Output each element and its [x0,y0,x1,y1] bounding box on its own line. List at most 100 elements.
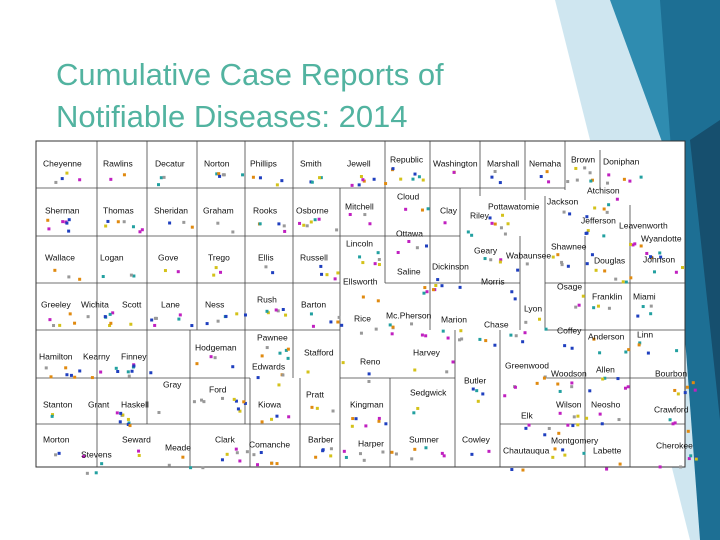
case-dot [65,171,69,175]
case-dot [523,331,527,335]
case-dot [314,455,318,459]
case-dot [137,453,141,457]
case-dot [85,471,89,475]
case-dot [189,466,193,470]
county-label: Leavenworth [619,220,668,230]
case-dot [592,337,596,341]
case-dot [103,315,107,319]
case-dot [342,449,346,453]
case-dot [376,251,380,255]
case-dot [592,306,596,310]
county-label: Montgomery [551,435,599,445]
case-dot [162,175,166,179]
case-dot [53,268,57,272]
county-label: Doniphan [603,156,640,166]
case-dot [493,343,497,347]
case-dot [590,178,594,182]
case-dot [270,461,274,465]
case-dot [413,172,417,176]
case-dot [121,413,125,417]
case-dot [256,376,260,380]
case-dot [243,313,247,317]
case-dot [109,321,113,325]
case-dot [176,270,180,274]
case-dot [361,178,365,182]
case-dot [190,324,194,328]
case-dot [222,173,226,177]
county-label: Morton [43,434,70,444]
case-dot [367,379,371,383]
slide-title: Cumulative Case Reports of Notifiable Di… [56,57,444,134]
case-dot [553,447,557,451]
case-dot [585,416,589,420]
case-dot [127,374,131,378]
case-dot [498,260,502,264]
case-dot [214,266,218,270]
county-label: Lane [161,299,180,309]
case-dot [350,424,354,428]
county-label: Hodgeman [195,342,237,352]
case-dot [363,213,367,217]
case-dot [284,313,288,317]
county-label: Wichita [81,299,109,309]
county-label: Neosho [591,399,621,409]
case-dot [258,176,262,180]
case-dot [64,366,68,370]
case-dot [551,255,555,259]
case-dot [216,319,220,323]
county-label: Morris [481,276,505,286]
case-dot [243,401,247,405]
case-dot [234,447,238,451]
case-dot [321,449,325,453]
case-dot [521,340,525,344]
case-dot [181,455,185,459]
case-dot [260,354,264,358]
case-dot [280,179,284,183]
case-dot [425,290,429,294]
case-dot [126,422,130,426]
case-dot [119,411,123,415]
county-label: Edwards [252,361,285,371]
case-dot [557,431,561,435]
case-dot [344,455,348,459]
case-dot [277,383,281,387]
case-dot [513,297,517,301]
case-dot [499,258,503,262]
case-dot [106,219,110,223]
case-dot [283,229,287,233]
case-dot [606,181,610,185]
county-label: Meade [165,442,191,452]
county-label: Logan [100,252,124,262]
case-dot [598,351,602,355]
case-dot [493,170,497,174]
case-dot [633,242,637,246]
case-dot [302,223,306,227]
county-label: Lyon [524,303,542,313]
case-dot [416,406,420,410]
case-dot [615,197,619,201]
case-dot [111,311,115,315]
case-dot [679,465,683,469]
county-label: Harvey [413,347,441,357]
case-dot [445,370,449,374]
case-dot [421,178,425,182]
case-dot [67,218,71,222]
case-dot [167,463,171,467]
case-dot [442,454,446,458]
case-dot [404,207,408,211]
case-dot [575,178,579,182]
case-dot [68,312,72,316]
case-dot [566,264,570,268]
case-dot [277,222,281,226]
case-dot [594,268,598,272]
case-dot [603,269,607,273]
case-dot [202,400,206,404]
case-dot [621,280,625,284]
case-dot [137,449,141,453]
case-dot [238,459,242,463]
case-dot [476,399,480,403]
case-dot [377,263,381,267]
county-label: Ness [205,299,224,309]
case-dot [452,170,456,174]
case-dot [265,309,269,313]
